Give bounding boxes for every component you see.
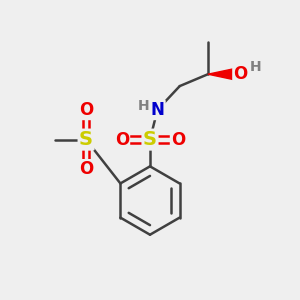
Text: O: O — [79, 160, 93, 178]
Text: H: H — [250, 60, 261, 74]
Text: O: O — [79, 101, 93, 119]
Text: O: O — [171, 130, 185, 148]
Polygon shape — [208, 69, 233, 80]
Text: N: N — [151, 101, 164, 119]
Text: S: S — [79, 130, 93, 149]
Text: O: O — [233, 65, 248, 83]
Text: H: H — [137, 99, 149, 113]
Text: O: O — [115, 130, 129, 148]
Text: S: S — [143, 130, 157, 149]
